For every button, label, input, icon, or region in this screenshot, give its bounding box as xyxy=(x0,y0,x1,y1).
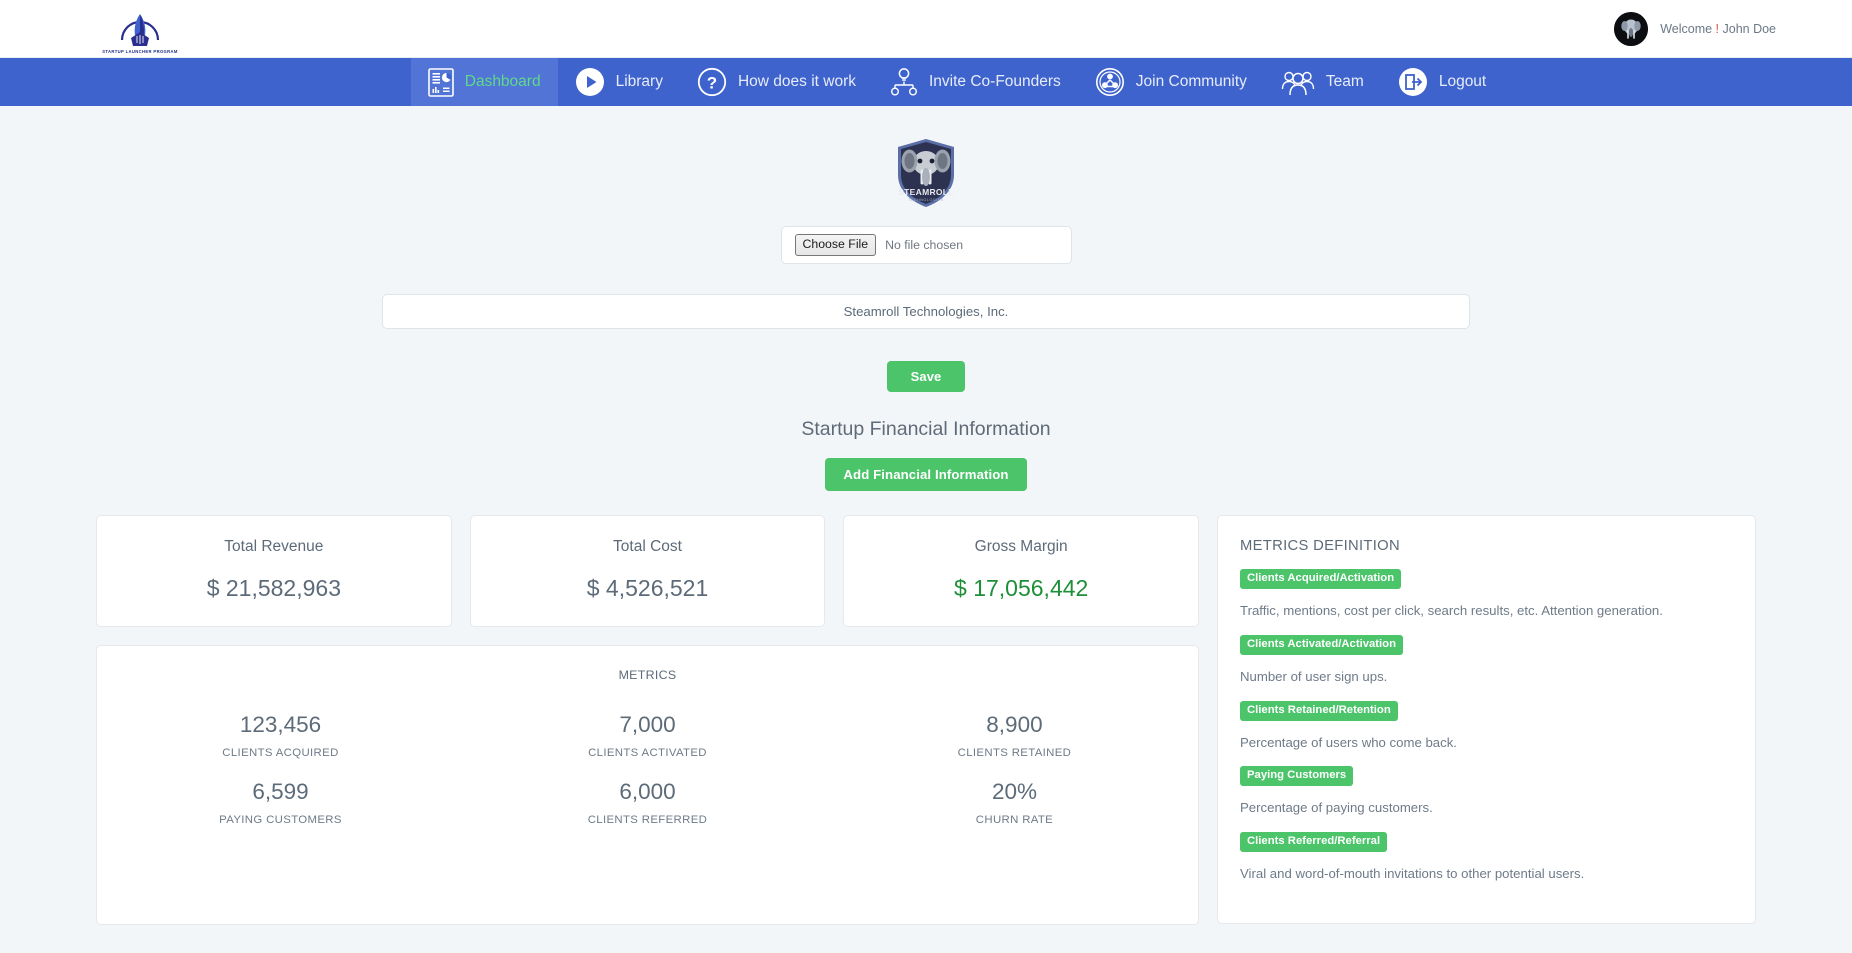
save-row: Save xyxy=(382,361,1470,392)
definition-badge: Clients Acquired/Activation xyxy=(1240,569,1402,589)
welcome-name: John Doe xyxy=(1719,21,1776,36)
welcome-label: Welcome ! John Doe xyxy=(1660,22,1776,36)
stat-label: Total Cost xyxy=(613,538,682,555)
nav-item-invite-co-founders[interactable]: Invite Co-Founders xyxy=(873,58,1078,106)
main-content: STEAMROLL TECHNOLOGIES Choose File No fi… xyxy=(0,106,1852,953)
stat-label: Gross Margin xyxy=(974,538,1068,555)
company-logo-wrap: STEAMROLL TECHNOLOGIES xyxy=(0,106,1852,209)
definition-text: Percentage of users who come back. xyxy=(1240,734,1457,750)
stat-card-total-cost: Total Cost $ 4,526,521 xyxy=(469,515,826,627)
steamroll-elephant-shield-icon: STEAMROLL TECHNOLOGIES xyxy=(892,137,960,209)
welcome-prefix: Welcome xyxy=(1660,21,1716,36)
nav-label-dashboard: Dashboard xyxy=(464,73,541,90)
brand-logo[interactable]: STARTUP LAUNCHER PROGRAM xyxy=(102,2,177,56)
company-name-input[interactable] xyxy=(382,294,1470,329)
metric-clients-acquired: 123,456 CLIENTS ACQUIRED xyxy=(97,704,464,771)
nav-item-dashboard[interactable]: Dashboard xyxy=(410,58,558,106)
metric-clients-referred: 6,000 CLIENTS REFERRED xyxy=(464,771,831,838)
stat-value: $ 21,582,963 xyxy=(206,575,341,601)
definition-item: Paying Customers Percentage of paying cu… xyxy=(1240,765,1733,817)
definition-text: Viral and word-of-mouth invitations to o… xyxy=(1240,866,1585,882)
metric-value: 7,000 xyxy=(619,712,676,737)
add-financial-row: Add Financial Information xyxy=(382,458,1470,491)
svg-text:?: ? xyxy=(707,74,717,93)
definition-item: Clients Activated/Activation Number of u… xyxy=(1240,634,1733,686)
definition-text: Number of user sign ups. xyxy=(1240,668,1388,684)
definition-badge: Clients Activated/Activation xyxy=(1240,634,1403,655)
logout-door-icon xyxy=(1398,67,1428,97)
nav-label-invite-co-founders: Invite Co-Founders xyxy=(928,73,1061,90)
stat-label: Total Revenue xyxy=(224,538,324,555)
nav-item-join-community[interactable]: Join Community xyxy=(1078,58,1264,106)
metrics-definition-title: METRICS DEFINITION xyxy=(1240,538,1400,554)
nav-label-join-community: Join Community xyxy=(1135,73,1247,90)
profile-form: Choose File No file chosen Save Startup … xyxy=(382,209,1470,491)
logo-file-input[interactable]: Choose File No file chosen xyxy=(780,226,1072,264)
metric-name: CLIENTS REFERRED xyxy=(587,814,708,826)
metric-value: 8,900 xyxy=(986,712,1043,737)
definition-text: Traffic, mentions, cost per click, searc… xyxy=(1240,602,1663,618)
metric-value: 123,456 xyxy=(239,712,322,737)
metric-clients-retained: 8,900 CLIENTS RETAINED xyxy=(831,704,1198,771)
avatar xyxy=(1614,11,1649,46)
metric-clients-activated: 7,000 CLIENTS ACTIVATED xyxy=(464,704,831,771)
welcome-bang: ! xyxy=(1715,21,1720,36)
metric-name: CLIENTS ACTIVATED xyxy=(588,747,707,759)
brand-tagline: STARTUP LAUNCHER PROGRAM xyxy=(102,48,178,54)
nav-item-library[interactable]: Library xyxy=(558,58,680,106)
nav-item-logout[interactable]: Logout xyxy=(1381,58,1503,106)
team-people-icon xyxy=(1281,68,1315,96)
stat-card-gross-margin: Gross Margin $ 17,056,442 xyxy=(843,515,1200,627)
financial-section-title: Startup Financial Information xyxy=(801,418,1051,440)
stat-value: $ 17,056,442 xyxy=(954,575,1089,601)
svg-text:STEAMROLL: STEAMROLL xyxy=(898,187,954,197)
question-circle-icon: ? xyxy=(697,67,727,97)
metric-value: 6,000 xyxy=(619,779,676,804)
metrics-definition-card: METRICS DEFINITION Clients Acquired/Acti… xyxy=(1217,515,1756,924)
nav-label-logout: Logout xyxy=(1438,73,1487,90)
definition-item: Clients Referred/Referral Viral and word… xyxy=(1240,831,1733,883)
metrics-grid: 123,456 CLIENTS ACQUIRED 7,000 CLIENTS A… xyxy=(97,704,1198,838)
nav-label-library: Library xyxy=(615,73,663,90)
definition-text: Percentage of paying customers. xyxy=(1240,800,1433,816)
svg-text:TECHNOLOGIES: TECHNOLOGIES xyxy=(908,198,944,202)
metric-name: CHURN RATE xyxy=(975,814,1054,826)
metric-value: 20% xyxy=(991,779,1037,804)
report-chart-icon xyxy=(427,67,454,97)
metric-paying-customers: 6,599 PAYING CUSTOMERS xyxy=(97,771,464,838)
nav-item-how-does-it-work[interactable]: ? How does it work xyxy=(680,58,873,106)
metrics-card: METRICS 123,456 CLIENTS ACQUIRED 7,000 C… xyxy=(96,645,1199,925)
metric-name: CLIENTS ACQUIRED xyxy=(222,747,339,759)
play-circle-icon xyxy=(575,67,605,97)
metric-churn-rate: 20% CHURN RATE xyxy=(831,771,1198,838)
save-button[interactable]: Save xyxy=(886,361,966,392)
lightbulb-network-icon xyxy=(890,67,918,97)
main-navigation: Dashboard Library ? How does it work xyxy=(0,58,1852,106)
definition-badge: Paying Customers xyxy=(1240,766,1354,787)
stat-value: $ 4,526,521 xyxy=(586,575,709,601)
nav-item-team[interactable]: Team xyxy=(1264,58,1381,106)
nav-label-how-does-it-work: How does it work xyxy=(737,73,856,90)
metrics-title: METRICS xyxy=(618,668,677,682)
stat-card-total-revenue: Total Revenue $ 21,582,963 xyxy=(96,515,452,627)
dashboard-grid: Total Revenue $ 21,582,963 Total Cost $ … xyxy=(0,515,1852,925)
choose-file-button[interactable]: Choose File xyxy=(794,234,877,256)
nav-label-team: Team xyxy=(1325,73,1364,90)
file-status-label: No file chosen xyxy=(885,238,964,252)
metric-name: CLIENTS RETAINED xyxy=(957,747,1072,759)
rocket-logo-icon xyxy=(118,10,162,48)
definition-badge: Clients Referred/Referral xyxy=(1240,832,1388,853)
community-circle-icon xyxy=(1095,67,1125,97)
metrics-column: Total Revenue $ 21,582,963 Total Cost $ … xyxy=(96,515,1200,925)
add-financial-information-button[interactable]: Add Financial Information xyxy=(825,458,1027,491)
definition-item: Clients Acquired/Activation Traffic, men… xyxy=(1240,568,1733,620)
metric-name: PAYING CUSTOMERS xyxy=(219,814,342,826)
definitions-column: METRICS DEFINITION Clients Acquired/Acti… xyxy=(1217,515,1756,924)
definition-item: Clients Retained/Retention Percentage of… xyxy=(1240,700,1733,752)
metric-value: 6,599 xyxy=(252,779,309,804)
top-header: STARTUP LAUNCHER PROGRAM Welcome ! John … xyxy=(0,0,1852,58)
user-welcome[interactable]: Welcome ! John Doe xyxy=(1614,11,1776,46)
financial-stat-row: Total Revenue $ 21,582,963 Total Cost $ … xyxy=(96,515,1200,627)
definition-badge: Clients Retained/Retention xyxy=(1240,700,1398,721)
